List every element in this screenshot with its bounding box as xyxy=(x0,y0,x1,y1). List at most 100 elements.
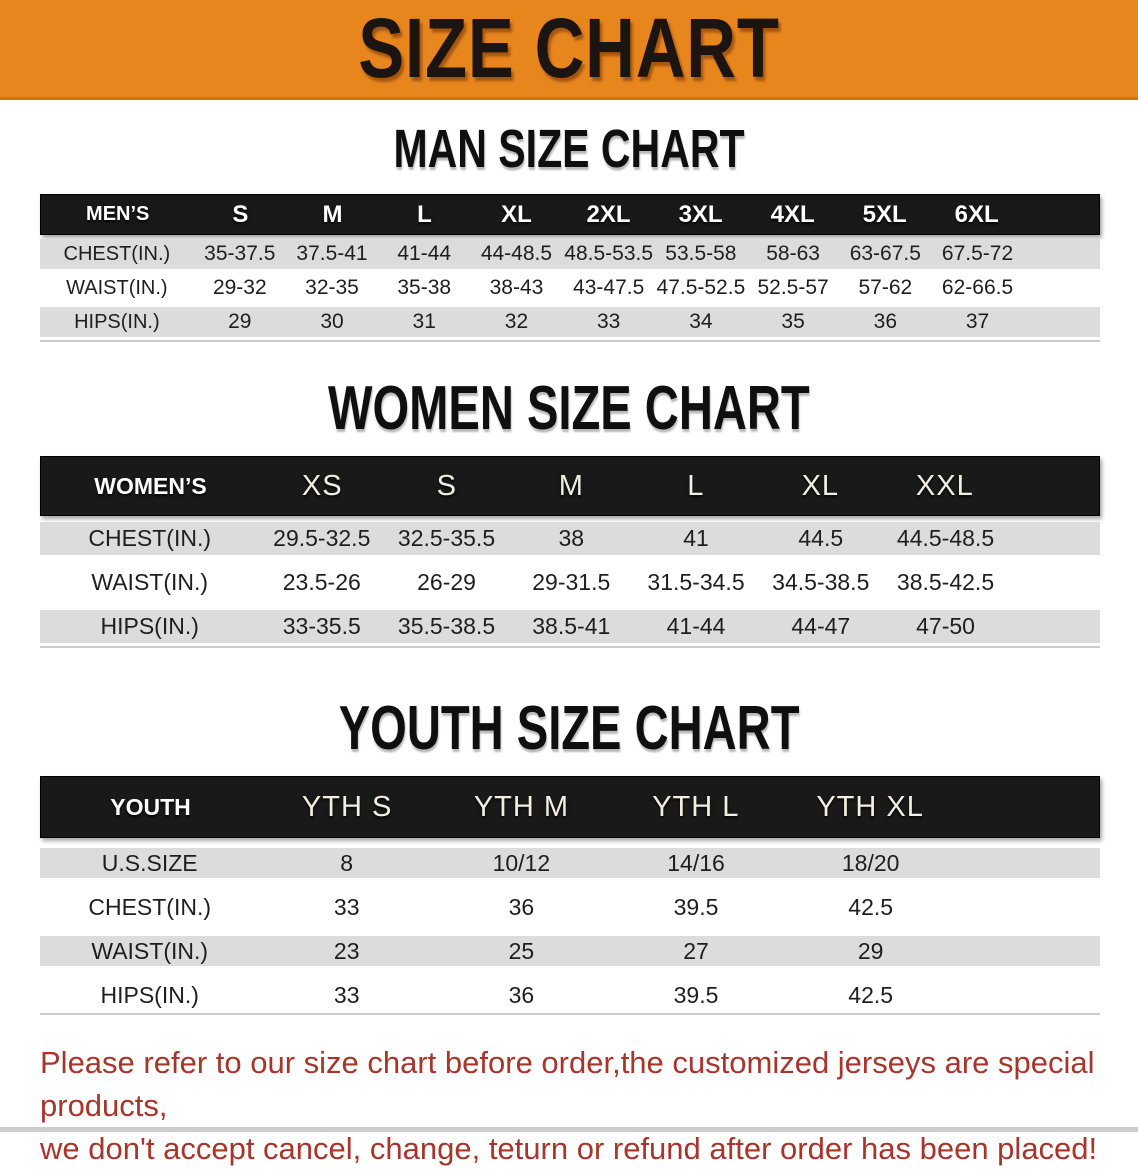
measurement-row: U.S.SIZE 8 10/12 14/16 18/20 xyxy=(40,848,1100,878)
section-women: WOMEN SIZE CHART WOMEN’S XS S M L XL XXL CHEST(I… xyxy=(0,342,1138,648)
group-label: WOMEN’S xyxy=(94,472,207,499)
value-cell: 37 xyxy=(965,310,990,333)
measurement-row: CHEST(IN.) 29.5-32.5 32.5-35.5 38 41 44.5 44.5… xyxy=(40,522,1100,555)
banner: SIZE CHART xyxy=(0,0,1138,100)
value-cell: 29-31.5 xyxy=(532,569,611,595)
column-header: M xyxy=(558,469,584,502)
value-cell: 38.5-41 xyxy=(532,613,611,639)
section-heading-text: WOMEN SIZE CHART xyxy=(328,374,810,443)
value-cell: 34 xyxy=(689,310,713,333)
column-header: XXL xyxy=(915,469,974,502)
value-cell: 29 xyxy=(857,937,884,964)
value-cell: 23.5-26 xyxy=(282,569,361,595)
value-cell: 25 xyxy=(508,937,535,964)
bottom-edge-strip xyxy=(0,1127,1138,1132)
column-header: XS xyxy=(301,469,343,502)
measurement-row: HIPS(IN.) 33-35.5 35.5-38.5 38.5-41 41-44 44-… xyxy=(40,610,1100,643)
value-cell: 47-50 xyxy=(916,613,975,639)
value-cell: 44.5 xyxy=(798,525,844,551)
youth-table-header: YOUTH YTH S YTH M YTH L YTH XL xyxy=(40,776,1100,838)
column-header: S xyxy=(232,200,249,228)
section-heading-youth: YOUTH SIZE CHART xyxy=(0,648,1138,776)
table-underline xyxy=(40,646,1100,648)
column-header: YTH S xyxy=(301,790,393,823)
value-cell: 44-48.5 xyxy=(480,242,553,265)
column-header: YTH L xyxy=(652,790,740,823)
women-table-header: WOMEN’S XS S M L XL XXL xyxy=(40,456,1100,516)
measurement-row: WAIST(IN.) 29-32 32-35 35-38 38-43 43-47.5 47.… xyxy=(40,273,1100,303)
group-label: MEN’S xyxy=(86,203,150,225)
value-cell: 52.5-57 xyxy=(757,276,829,299)
measurement-row: WAIST(IN.) 23 25 27 29 xyxy=(40,936,1100,966)
row-label: WAIST(IN.) xyxy=(66,276,168,299)
women-size-table: WOMEN’S XS S M L XL XXL CHEST(IN.) 29.5-32.5 32.5… xyxy=(40,456,1100,648)
value-cell: 32 xyxy=(504,310,529,333)
value-cell: 29 xyxy=(228,310,252,333)
section-youth: YOUTH SIZE CHART YOUTH YTH S YTH M YTH L YTH … xyxy=(0,648,1138,1015)
value-cell: 14/16 xyxy=(667,849,725,876)
value-cell: 29.5-32.5 xyxy=(273,525,371,551)
value-cell: 42.5 xyxy=(848,893,894,920)
value-cell: 35 xyxy=(781,310,805,333)
section-heading-text: MAN SIZE CHART xyxy=(393,119,745,179)
value-cell: 58-63 xyxy=(766,242,820,265)
row-label: HIPS(IN.) xyxy=(100,613,199,639)
section-heading-text: YOUTH SIZE CHART xyxy=(338,694,800,763)
column-header: 3XL xyxy=(678,200,723,228)
value-cell: 18/20 xyxy=(841,849,900,876)
column-header: YTH XL xyxy=(816,790,924,823)
value-cell: 35-37.5 xyxy=(204,242,276,265)
column-header: S xyxy=(436,469,457,502)
value-cell: 34.5-38.5 xyxy=(772,569,870,595)
value-cell: 41 xyxy=(683,525,709,551)
value-cell: 41-44 xyxy=(666,613,726,639)
group-label: YOUTH xyxy=(110,793,191,820)
column-header: 6XL xyxy=(954,200,999,228)
measurement-row: HIPS(IN.) 29 30 31 32 33 34 35 36 37 xyxy=(40,307,1100,337)
column-header: L xyxy=(687,469,705,502)
row-label: CHEST(IN.) xyxy=(88,525,212,551)
men-table-header: MEN’S S M L XL 2XL 3XL 4XL 5XL 6XL xyxy=(40,194,1100,235)
column-header: 2XL xyxy=(586,200,631,228)
section-heading-women: WOMEN SIZE CHART xyxy=(0,342,1138,456)
value-cell: 33 xyxy=(333,893,360,920)
row-label: HIPS(IN.) xyxy=(74,310,160,333)
banner-title: SIZE CHART xyxy=(358,1,780,95)
column-header: 5XL xyxy=(862,200,907,228)
value-cell: 33-35.5 xyxy=(282,613,361,639)
value-cell: 23 xyxy=(333,937,360,964)
column-header: XL xyxy=(801,469,840,502)
youth-table-rows: U.S.SIZE 8 10/12 14/16 18/20 CHEST(IN.) 33 36 39… xyxy=(40,848,1100,1010)
value-cell: 39.5 xyxy=(673,981,719,1008)
measurement-row: CHEST(IN.) 35-37.5 37.5-41 41-44 44-48.5 48.5… xyxy=(40,239,1100,269)
value-cell: 32-35 xyxy=(305,276,359,299)
row-label: CHEST(IN.) xyxy=(88,893,212,920)
value-cell: 36 xyxy=(873,310,897,333)
value-cell: 62-66.5 xyxy=(941,276,1014,299)
value-cell: 38.5-42.5 xyxy=(896,569,995,595)
value-cell: 37.5-41 xyxy=(296,242,368,265)
row-label: CHEST(IN.) xyxy=(63,242,171,265)
value-cell: 41-44 xyxy=(397,242,452,265)
value-cell: 29-32 xyxy=(212,276,267,299)
value-cell: 38-43 xyxy=(489,276,544,299)
value-cell: 48.5-53.5 xyxy=(564,242,654,265)
value-cell: 39.5 xyxy=(673,893,719,920)
value-cell: 47.5-52.5 xyxy=(656,276,746,299)
value-cell: 36 xyxy=(508,893,535,920)
women-table-rows: CHEST(IN.) 29.5-32.5 32.5-35.5 38 41 44.5 44.5… xyxy=(40,522,1100,643)
table-underline xyxy=(40,340,1100,342)
value-cell: 44-47 xyxy=(791,613,851,639)
value-cell: 30 xyxy=(320,310,344,333)
value-cell: 31.5-34.5 xyxy=(647,569,745,595)
column-header: M xyxy=(322,200,343,228)
disclaimer: Please refer to our size chart before or… xyxy=(0,1041,1138,1170)
disclaimer-line-2: we don't accept cancel, change, teturn o… xyxy=(40,1131,1098,1166)
column-header: L xyxy=(417,200,432,228)
value-cell: 38 xyxy=(558,525,585,551)
value-cell: 10/12 xyxy=(492,849,551,876)
disclaimer-line-1: Please refer to our size chart before or… xyxy=(40,1045,1095,1123)
value-cell: 27 xyxy=(683,937,709,964)
value-cell: 33 xyxy=(596,310,621,333)
row-label: WAIST(IN.) xyxy=(91,569,209,595)
